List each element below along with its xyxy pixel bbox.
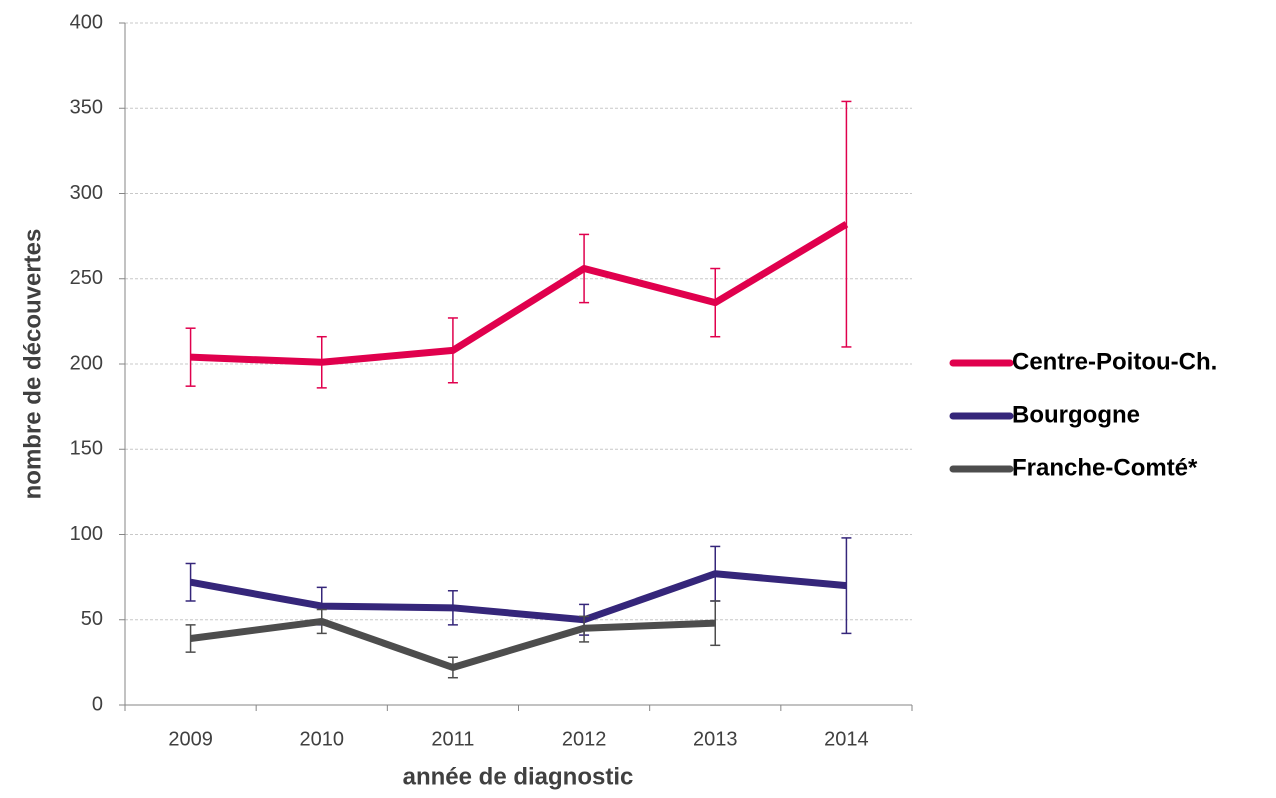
error-bar <box>710 267 721 338</box>
y-tick-label: 400 <box>70 11 103 33</box>
y-tick-label: 50 <box>81 608 103 630</box>
y-tick-label: 350 <box>70 97 103 119</box>
x-tick-label: 2011 <box>431 728 474 750</box>
x-axis-title: année de diagnostic <box>403 763 634 790</box>
x-tick-label: 2014 <box>824 728 869 750</box>
y-axis-title: nombre de découvertes <box>19 229 46 500</box>
x-tick-label: 2009 <box>168 728 213 750</box>
error-bar <box>185 624 196 653</box>
error-bar <box>579 233 590 304</box>
y-tick-label: 0 <box>92 693 103 715</box>
line <box>190 221 849 366</box>
x-tick-label: 2013 <box>693 728 738 750</box>
y-tick-label: 150 <box>70 438 103 460</box>
legend-label: Franche-Comté* <box>1012 454 1198 481</box>
error-bar <box>579 615 590 643</box>
error-bar <box>447 656 458 679</box>
legend-label: Centre-Poitou-Ch. <box>1012 348 1217 375</box>
error-bar <box>185 562 196 602</box>
y-tick-label: 200 <box>70 352 103 374</box>
y-tick-label: 250 <box>70 267 103 289</box>
legend-label: Bourgogne <box>1012 401 1140 428</box>
y-tick-label: 300 <box>70 182 103 204</box>
x-tick-label: 2012 <box>562 728 607 750</box>
error-bar <box>841 100 852 348</box>
x-tick-label: 2010 <box>300 728 345 750</box>
error-bar <box>316 608 327 635</box>
error-bar <box>316 335 327 389</box>
y-tick-label: 100 <box>70 523 103 545</box>
error-bar <box>447 317 458 384</box>
error-bar <box>447 590 458 626</box>
line <box>189 570 847 624</box>
error-bar <box>841 537 852 635</box>
error-bar <box>710 600 721 647</box>
error-bar <box>185 327 196 387</box>
